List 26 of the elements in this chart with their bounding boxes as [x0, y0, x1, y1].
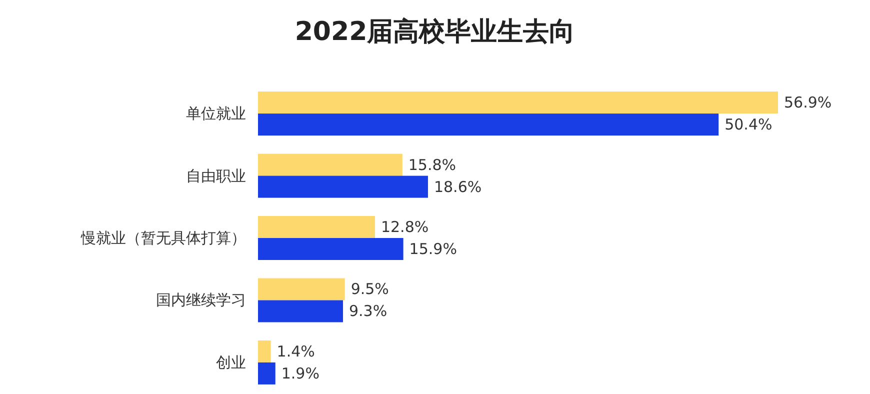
- bar: [258, 176, 428, 198]
- bar: [258, 154, 402, 176]
- y-tick-label: 国内继续学习: [156, 291, 246, 310]
- y-tick-label: 单位就业: [186, 104, 246, 123]
- data-label: 12.8%: [380, 218, 429, 236]
- bar: [258, 92, 778, 114]
- data-label: 9.5%: [350, 280, 389, 298]
- data-label: 18.6%: [434, 178, 482, 196]
- data-label: 15.9%: [409, 240, 457, 258]
- bar: [258, 238, 404, 260]
- y-tick-label: 自由职业: [186, 166, 246, 185]
- data-label: 50.4%: [724, 116, 772, 134]
- bar: [258, 362, 276, 384]
- bar: [258, 340, 271, 362]
- chart-title: 2022届高校毕业生去向: [294, 17, 576, 47]
- data-label: 1.9%: [281, 364, 320, 382]
- y-tick-label: 创业: [216, 353, 246, 372]
- bar: [258, 216, 375, 238]
- data-label: 9.3%: [348, 302, 388, 320]
- bar: [258, 300, 343, 322]
- y-tick-label: 慢就业（暂无具体打算）: [80, 229, 246, 247]
- data-label: 1.4%: [276, 342, 315, 360]
- data-label: 15.8%: [408, 156, 456, 174]
- bar: [258, 114, 719, 136]
- data-label: 56.9%: [784, 94, 832, 112]
- bar: [258, 278, 345, 300]
